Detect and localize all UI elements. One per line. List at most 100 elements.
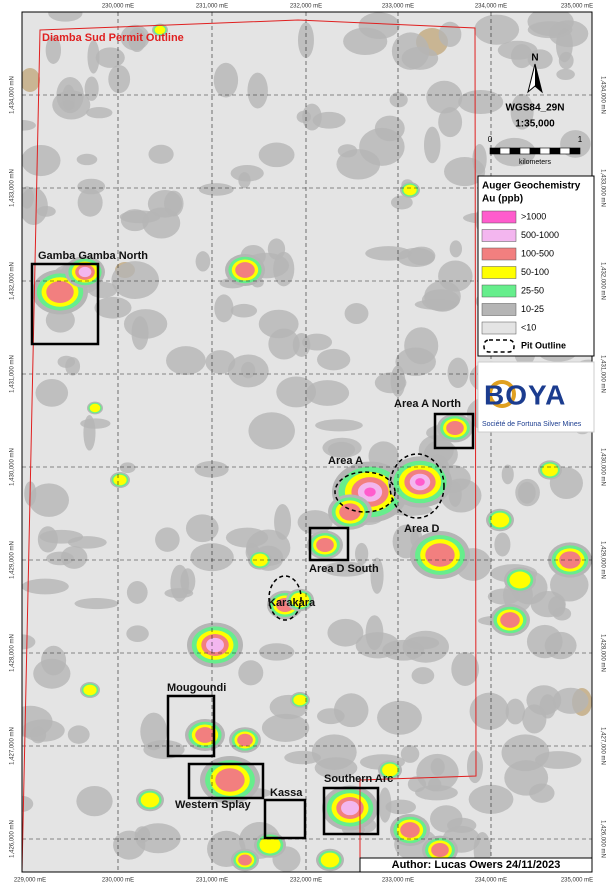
low-value-blob (120, 209, 149, 232)
anomaly (542, 463, 558, 477)
low-value-blob (451, 652, 480, 686)
northing-label: 1,430,000 mN (599, 448, 605, 486)
anomaly (415, 478, 425, 486)
low-value-blob (108, 65, 131, 94)
low-value-blob (45, 36, 62, 64)
anomaly (154, 25, 166, 35)
area-label: Western Splay (175, 799, 251, 811)
easting-label: 235,000 mE (561, 4, 593, 10)
easting-label: 233,000 mE (382, 878, 414, 884)
low-value-blob (501, 464, 514, 485)
low-value-blob (374, 372, 407, 394)
pit-outline (389, 453, 445, 519)
anomaly (237, 733, 253, 747)
low-value-blob (550, 568, 589, 602)
low-value-blob (322, 437, 362, 458)
low-value-blob (213, 62, 239, 98)
scale-segment (509, 147, 521, 155)
low-value-blob (155, 527, 180, 552)
logo-tagline: Société de Fortuna Silver Mines (482, 421, 582, 428)
anomaly (341, 800, 359, 816)
anomaly (238, 854, 252, 866)
low-value-blob (312, 111, 346, 129)
northing-label: 1,432,000 mN (10, 262, 16, 300)
low-value-blob (56, 76, 84, 114)
low-value-blob (556, 68, 575, 80)
legend-swatch (481, 229, 517, 242)
low-value-blob (95, 47, 125, 68)
low-value-blob (258, 142, 295, 168)
legend-swatch (481, 303, 517, 316)
low-value-blob (94, 296, 132, 319)
scale-unit: kilometers (519, 159, 551, 166)
easting-label: 230,000 mE (102, 4, 134, 10)
low-value-blob (148, 144, 174, 164)
low-value-blob (510, 44, 533, 69)
low-value-blob (67, 725, 90, 744)
low-value-blob (45, 307, 75, 333)
easting-label: 231,000 mE (196, 878, 228, 884)
map-frame (21, 11, 593, 873)
northing-label: 1,426,000 mN (10, 820, 16, 858)
target-box (166, 694, 216, 758)
low-value-blob (22, 578, 69, 595)
legend-swatch (481, 210, 517, 224)
low-value-blob (123, 309, 168, 339)
low-value-blob (230, 303, 258, 318)
legend-swatch (481, 266, 517, 279)
low-value-blob (65, 357, 81, 376)
legend-label: 50-100 (521, 267, 549, 277)
easting-label: 232,000 mE (290, 4, 322, 10)
easting-label: 233,000 mE (382, 4, 414, 10)
scale-segment (499, 147, 511, 155)
northing-label: 1,431,000 mN (10, 355, 16, 393)
anomaly (490, 512, 510, 528)
low-value-blob (404, 327, 439, 365)
north-arrow (535, 64, 542, 92)
scale-segment (569, 147, 581, 155)
area-label: Kassa (270, 787, 303, 799)
anomaly (113, 474, 127, 486)
low-value-blob (526, 624, 563, 659)
legend-pit-swatch (483, 339, 515, 353)
anomaly (431, 842, 449, 858)
low-value-blob (194, 460, 229, 478)
soil-patch (22, 68, 40, 92)
anomaly (293, 694, 307, 706)
northing-label: 1,426,000 mN (599, 820, 605, 858)
low-value-blob (87, 40, 100, 74)
northing-label: 1,429,000 mN (599, 541, 605, 579)
low-value-blob (276, 376, 317, 408)
low-value-blob (522, 704, 547, 734)
scale-start: 0 (488, 135, 493, 144)
scale-segment (539, 147, 551, 155)
scale-segment (549, 147, 561, 155)
target-box (322, 786, 380, 836)
scale-end: 1 (578, 135, 583, 144)
low-value-blob (474, 14, 520, 45)
northing-label: 1,427,000 mN (599, 727, 605, 765)
low-value-blob (316, 348, 351, 371)
logo-mark (488, 380, 516, 408)
low-value-blob (370, 557, 384, 594)
anomaly (509, 571, 531, 589)
anomaly (290, 592, 310, 608)
anomaly (400, 822, 420, 838)
low-value-blob (214, 294, 234, 323)
low-value-blob (248, 412, 295, 450)
low-value-blob (273, 251, 295, 287)
target-box (433, 412, 475, 450)
low-value-blob (267, 238, 286, 260)
low-value-blob (382, 639, 425, 661)
low-value-blob (323, 561, 368, 577)
low-value-blob (180, 568, 196, 595)
north-label: N (531, 53, 538, 64)
northing-label: 1,434,000 mN (10, 76, 16, 114)
low-value-blob (85, 107, 113, 119)
anomaly (320, 852, 340, 868)
low-value-blob (438, 21, 462, 47)
anomaly (403, 184, 417, 196)
pit-outline (268, 575, 302, 621)
legend-swatch (481, 247, 517, 261)
